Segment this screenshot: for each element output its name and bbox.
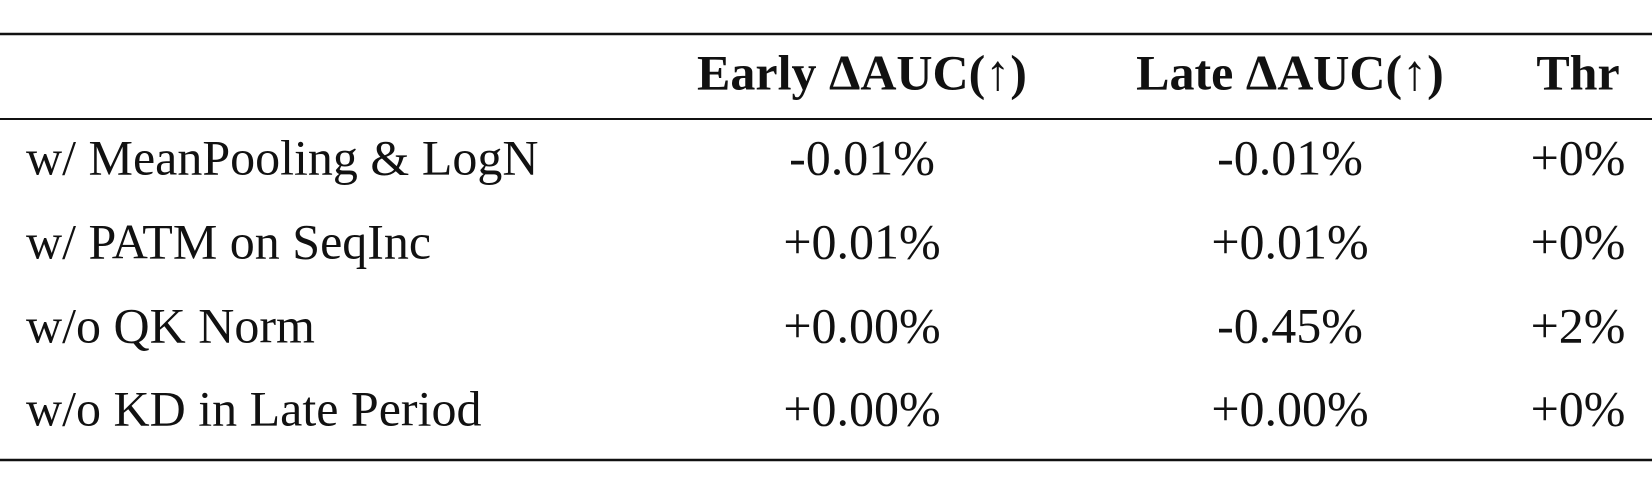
cell: -0.45% — [1217, 297, 1363, 353]
cell: +0.01% — [1211, 213, 1368, 269]
header-cell: Thr — [1536, 44, 1619, 100]
cell: +0.01% — [783, 213, 940, 269]
cell: +2% — [1531, 297, 1626, 353]
row-label: w/ MeanPooling & LogN — [26, 129, 538, 185]
row-label: w/o QK Norm — [26, 297, 315, 353]
cell: -0.01% — [789, 129, 935, 185]
cell: +0.00% — [783, 380, 940, 436]
row-label: w/ PATM on SeqInc — [26, 213, 431, 269]
cell: -0.01% — [1217, 129, 1363, 185]
cell: +0% — [1531, 213, 1626, 269]
cell: +0.00% — [1211, 380, 1368, 436]
row-label: w/o KD in Late Period — [26, 380, 481, 436]
header-cell: Early ΔAUC(↑) — [697, 44, 1027, 100]
cell: +0.00% — [783, 297, 940, 353]
cell: +0% — [1531, 129, 1626, 185]
cell: +0% — [1531, 380, 1626, 436]
header-cell: Late ΔAUC(↑) — [1136, 44, 1444, 100]
